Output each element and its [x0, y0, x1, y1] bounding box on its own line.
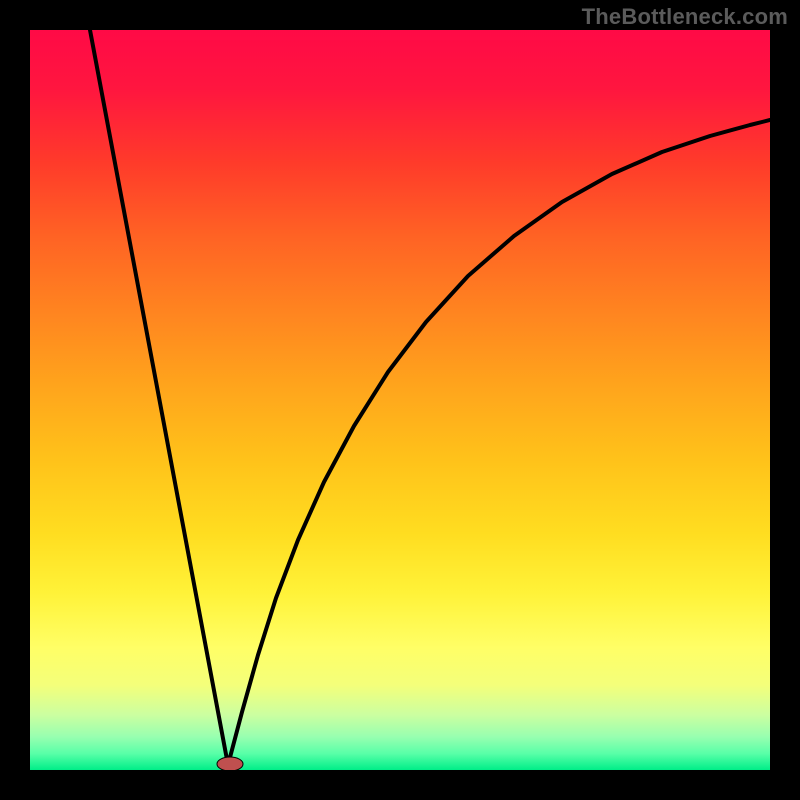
plot-area — [30, 30, 770, 770]
chart-frame: TheBottleneck.com — [0, 0, 800, 800]
bottleneck-curve — [30, 30, 770, 770]
watermark-text: TheBottleneck.com — [582, 4, 788, 30]
minimum-marker — [217, 757, 243, 770]
